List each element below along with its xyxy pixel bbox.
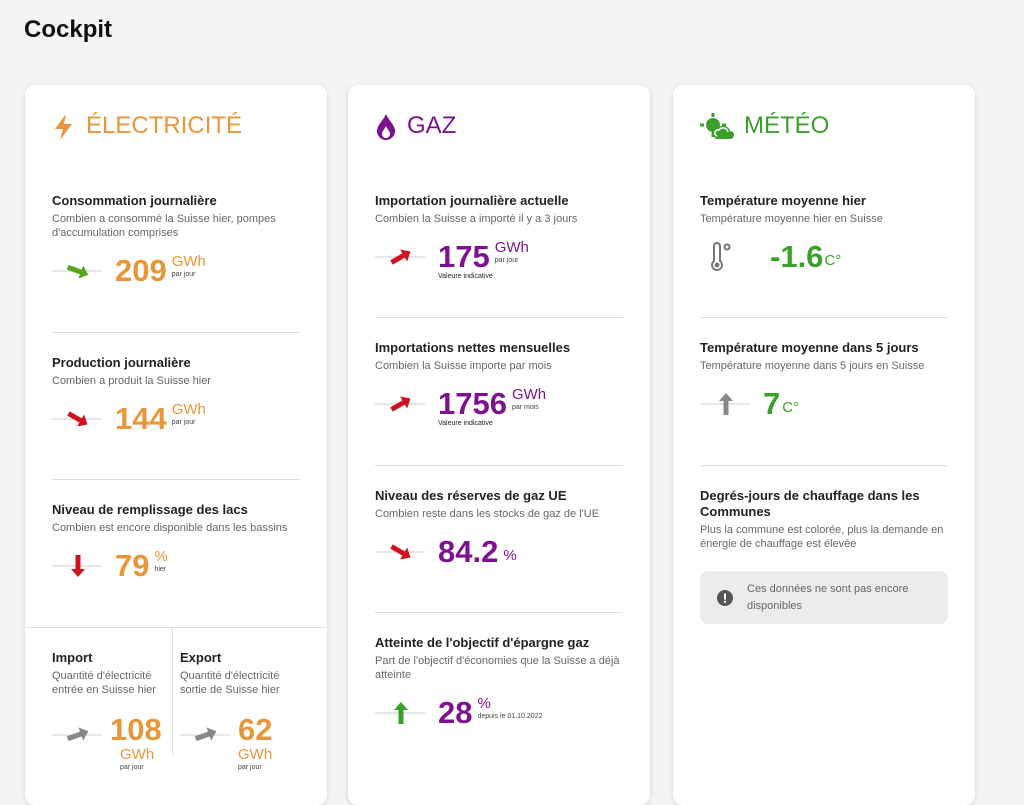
section-description: Plus la commune est colorée, plus la dem… bbox=[700, 524, 944, 550]
value: 175 bbox=[438, 239, 490, 274]
section-title: Niveau de remplissage des lacs bbox=[52, 502, 248, 517]
notice-text: Ces données ne sont pas encore disponibl… bbox=[747, 582, 909, 612]
note: Valeure indicative bbox=[438, 420, 493, 427]
period: hier bbox=[154, 565, 167, 573]
value: 209 bbox=[115, 253, 167, 288]
trend-arrow bbox=[52, 555, 102, 577]
bolt-icon bbox=[55, 114, 72, 140]
value: 62 bbox=[238, 711, 273, 747]
unit: GWh bbox=[120, 745, 155, 763]
section-title: Niveau des réserves de gaz UE bbox=[375, 488, 567, 503]
section: Importations nettes mensuelles Combien l… bbox=[375, 318, 623, 466]
section: Production journalière Combien a produit… bbox=[52, 333, 300, 480]
trend-arrow bbox=[52, 727, 102, 742]
unit: GWh bbox=[511, 385, 547, 403]
value: 144 bbox=[115, 401, 167, 436]
value: 28 bbox=[438, 695, 473, 730]
section: Degrés-jours de chauffage dans les Commu… bbox=[700, 466, 948, 624]
period: par jour bbox=[171, 418, 196, 426]
import-export: Import Quantité d'électricité entrée en … bbox=[25, 627, 327, 771]
section-title: Importations nettes mensuelles bbox=[375, 340, 571, 355]
period: par jour bbox=[238, 763, 262, 771]
page-title: Cockpit bbox=[24, 16, 113, 43]
trend-arrow bbox=[375, 396, 425, 412]
period: par jour bbox=[120, 763, 144, 771]
thermometer-icon bbox=[711, 242, 731, 271]
card: MÉTÉO Température moyenne hier Températu… bbox=[673, 85, 975, 805]
notice: Ces données ne sont pas encore disponibl… bbox=[700, 571, 948, 624]
section-title: Importation journalière actuelle bbox=[375, 193, 569, 208]
section-description: Combien la Suisse importe par mois bbox=[375, 360, 552, 372]
section: Température moyenne dans 5 jours Tempéra… bbox=[700, 318, 948, 466]
card: ÉLECTRICITÉ Consommation journalière Com… bbox=[25, 85, 327, 805]
trend-arrow bbox=[700, 393, 750, 415]
value: 7 bbox=[763, 386, 781, 421]
alert-icon bbox=[717, 589, 733, 606]
trend-arrow bbox=[375, 544, 425, 560]
value: 79 bbox=[115, 548, 150, 583]
trend-arrow bbox=[52, 411, 102, 427]
section: Niveau des réserves de gaz UE Combien re… bbox=[375, 466, 623, 613]
section-description: Température moyenne hier en Suisse bbox=[700, 213, 883, 225]
trend-arrow bbox=[375, 702, 425, 724]
section-description: Combien a consommé la Suisse hier, pompe… bbox=[52, 213, 276, 239]
trend-arrow bbox=[375, 249, 425, 265]
unit: GWh bbox=[238, 745, 273, 763]
section-description: Combien est encore disponible dans les b… bbox=[52, 522, 288, 534]
unit: % bbox=[154, 547, 168, 565]
card: GAZ Importation journalière actuelle Com… bbox=[348, 85, 650, 805]
section-title: Export bbox=[180, 650, 222, 665]
flame-icon bbox=[377, 114, 395, 140]
section: Importation journalière actuelle Combien… bbox=[375, 171, 623, 318]
unit: C° bbox=[782, 399, 800, 416]
section-description: Combien a produit la Suisse hier bbox=[52, 375, 211, 387]
section: Température moyenne hier Température moy… bbox=[700, 171, 948, 318]
value: -1.6 bbox=[770, 239, 824, 274]
card-header: ÉLECTRICITÉ bbox=[52, 85, 300, 171]
value: 1756 bbox=[438, 386, 507, 421]
unit: GWh bbox=[171, 252, 206, 270]
period: par mois bbox=[511, 403, 539, 411]
note: Valeure indicative bbox=[438, 273, 493, 280]
section-description: Quantité d'électricité entrée en Suisse … bbox=[52, 670, 156, 696]
card-title: ÉLECTRICITÉ bbox=[86, 112, 243, 139]
section-title: Atteinte de l'objectif d'épargne gaz bbox=[375, 635, 590, 650]
weather-icon bbox=[700, 113, 734, 139]
section-title: Production journalière bbox=[52, 355, 191, 370]
card-title: MÉTÉO bbox=[744, 112, 830, 139]
section-description: Combien la Suisse a importé il y a 3 jou… bbox=[375, 213, 578, 225]
card-title: GAZ bbox=[407, 112, 457, 139]
unit: C° bbox=[824, 252, 842, 269]
period: depuis le 01.10.2022 bbox=[477, 712, 543, 720]
section-title: Degrés-jours de chauffage dans les Commu… bbox=[700, 488, 920, 519]
section-description: Quantité d'électricité sortie de Suisse … bbox=[180, 670, 280, 696]
trend-arrow bbox=[180, 727, 230, 742]
unit: % bbox=[503, 547, 517, 564]
section-title: Consommation journalière bbox=[52, 193, 217, 208]
unit: GWh bbox=[494, 238, 529, 256]
page: Cockpit ÉLECTRICITÉ Consommation journal… bbox=[24, 16, 975, 805]
section-description: Part de l'objectif d'économies que la Su… bbox=[375, 655, 620, 681]
section-description: Température moyenne dans 5 jours en Suis… bbox=[700, 360, 925, 372]
section: Export Quantité d'électricité sortie de … bbox=[172, 628, 300, 771]
section: Import Quantité d'électricité entrée en … bbox=[52, 628, 172, 771]
unit: % bbox=[477, 694, 491, 712]
section-title: Température moyenne dans 5 jours bbox=[700, 340, 919, 355]
section-title: Température moyenne hier bbox=[700, 193, 866, 208]
section: Consommation journalière Combien a conso… bbox=[52, 171, 300, 333]
card-header: MÉTÉO bbox=[700, 85, 948, 171]
section: Atteinte de l'objectif d'épargne gaz Par… bbox=[375, 613, 623, 733]
section-title: Import bbox=[52, 650, 93, 665]
trend-arrow bbox=[52, 264, 102, 279]
period: par jour bbox=[171, 270, 196, 278]
value: 108 bbox=[110, 711, 162, 747]
unit: GWh bbox=[171, 400, 206, 418]
period: par jour bbox=[494, 256, 519, 264]
section: Niveau de remplissage des lacs Combien e… bbox=[52, 480, 300, 627]
value: 84.2 bbox=[438, 534, 499, 569]
card-header: GAZ bbox=[375, 85, 623, 171]
section-description: Combien reste dans les stocks de gaz de … bbox=[375, 508, 600, 520]
